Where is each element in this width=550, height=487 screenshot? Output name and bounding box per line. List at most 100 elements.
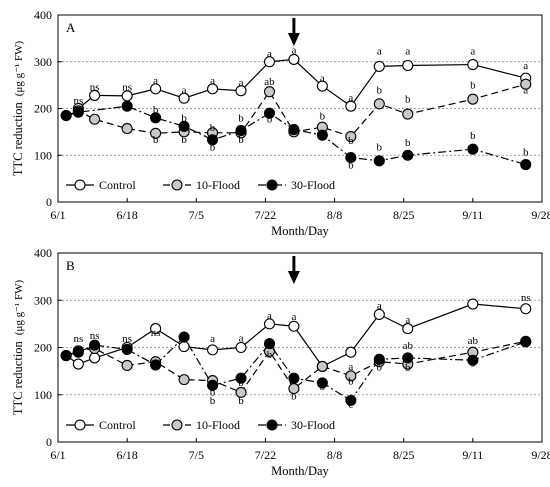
legend-label: Control xyxy=(99,418,136,432)
significance-label: ns xyxy=(73,333,83,345)
significance-label: a xyxy=(405,314,410,326)
y-axis-label-text: TTC reduction xyxy=(11,340,25,415)
x-tick-label: 6/18 xyxy=(116,448,137,462)
significance-label: b xyxy=(181,113,187,125)
data-point xyxy=(345,346,357,358)
significance-label: b xyxy=(238,377,244,389)
legend-marker xyxy=(171,179,183,191)
arrow-marker xyxy=(287,18,300,46)
significance-label: ns xyxy=(179,330,189,342)
x-tick-label: 7/22 xyxy=(255,448,276,462)
y-tick-label: 100 xyxy=(34,388,52,402)
x-tick-label: 7/5 xyxy=(189,208,204,222)
data-point xyxy=(345,100,357,112)
series-30-flood xyxy=(60,331,532,406)
significance-label: ns xyxy=(73,95,83,107)
data-point xyxy=(345,152,357,164)
legend: Control 10-Flood 30-Flood xyxy=(66,418,335,432)
data-point xyxy=(402,149,414,161)
y-tick-label: 0 xyxy=(46,195,52,209)
y-axis-label-units: (μg g⁻¹ FW) xyxy=(13,41,25,97)
x-tick-label: 8/8 xyxy=(327,208,342,222)
data-point xyxy=(150,359,162,371)
x-axis-label: Month/Day xyxy=(271,464,329,478)
data-point xyxy=(263,338,276,350)
significance-label: ns xyxy=(122,82,132,94)
series-line xyxy=(65,340,526,394)
y-tick-label: 200 xyxy=(34,341,52,355)
significance-label: a xyxy=(348,92,353,104)
data-point xyxy=(288,372,300,384)
data-point xyxy=(373,308,385,320)
data-point xyxy=(178,374,190,386)
data-point xyxy=(467,298,479,310)
x-tick-label: 7/22 xyxy=(255,208,276,222)
significance-label: b xyxy=(348,135,354,147)
series-line xyxy=(65,336,526,402)
legend-label: 30-Flood xyxy=(291,178,335,192)
significance-label: a xyxy=(210,333,215,345)
data-point xyxy=(89,352,101,364)
significance-label: b xyxy=(238,113,244,125)
significance-label: b xyxy=(348,375,354,387)
significance-label: ns xyxy=(521,292,531,304)
data-point xyxy=(150,83,162,95)
significance-label: a xyxy=(470,45,475,57)
x-axis-label: Month/Day xyxy=(271,224,329,238)
significance-label: a xyxy=(239,332,244,344)
arrow-head xyxy=(287,271,300,284)
data-point xyxy=(89,113,101,125)
significance-label: a xyxy=(153,75,158,87)
data-point xyxy=(373,353,385,365)
significance-label: a xyxy=(291,44,296,56)
data-point xyxy=(316,360,328,372)
data-point xyxy=(345,370,357,382)
significance-label: b xyxy=(153,104,159,116)
data-point xyxy=(467,143,479,155)
significance-label: b xyxy=(210,122,216,134)
significance-label: a xyxy=(377,45,382,57)
y-tick-label: 300 xyxy=(34,293,52,307)
data-point xyxy=(288,320,300,332)
legend-marker xyxy=(171,419,183,431)
data-point xyxy=(60,349,72,362)
x-tick-label: 6/1 xyxy=(50,448,65,462)
x-tick-label: 9/28 xyxy=(531,208,550,222)
data-point xyxy=(467,93,479,105)
legend: Control 10-Flood 30-Flood xyxy=(66,178,335,192)
arrow-marker xyxy=(287,256,300,284)
x-tick-label: 6/18 xyxy=(116,208,137,222)
x-tick-label: 8/25 xyxy=(393,448,414,462)
data-point xyxy=(207,83,219,95)
x-tick-label: 9/11 xyxy=(462,208,483,222)
series-control xyxy=(72,53,532,115)
significance-label: c xyxy=(348,399,353,411)
significance-label: ns xyxy=(90,330,100,342)
legend-label: 10-Flood xyxy=(196,418,240,432)
data-point xyxy=(288,53,300,65)
data-point xyxy=(72,346,84,358)
data-point xyxy=(121,100,133,112)
data-point xyxy=(178,331,190,343)
legend-marker xyxy=(74,419,86,431)
significance-label: b xyxy=(153,134,159,146)
y-tick-label: 0 xyxy=(46,435,52,449)
y-tick-label: 400 xyxy=(34,8,52,22)
y-axis-label: TTC reduction (μg g⁻¹ FW) xyxy=(11,280,25,416)
data-point xyxy=(150,127,162,139)
data-point xyxy=(235,386,247,398)
x-tick-label: 7/5 xyxy=(189,448,204,462)
significance-label: b xyxy=(210,387,216,399)
data-point xyxy=(402,352,414,364)
series-line xyxy=(65,105,526,166)
data-point xyxy=(178,341,190,353)
data-point xyxy=(121,359,133,372)
data-point xyxy=(263,86,276,98)
data-point xyxy=(121,123,133,135)
significance-label: b xyxy=(377,142,383,154)
significance-label: b xyxy=(348,159,354,171)
series-line xyxy=(77,58,526,109)
data-point xyxy=(373,155,385,167)
data-point xyxy=(520,78,532,90)
